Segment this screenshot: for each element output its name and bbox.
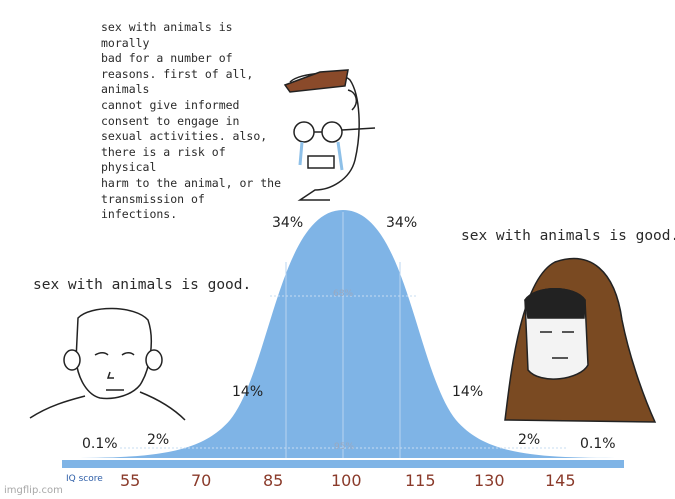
watermark: imgflip.com bbox=[4, 485, 63, 496]
pct-14-left: 14% bbox=[232, 384, 264, 400]
pct-14-right: 14% bbox=[452, 384, 484, 400]
tick-label: 70 bbox=[191, 471, 212, 490]
axis-title: IQ score bbox=[66, 474, 103, 484]
pct-34-right: 34% bbox=[386, 215, 418, 231]
pct-2-right: 2% bbox=[518, 432, 541, 448]
hooded-wojak-face bbox=[504, 257, 657, 423]
pct-68: 68% bbox=[333, 289, 354, 299]
sd-lines bbox=[285, 212, 401, 458]
axis-bar bbox=[62, 460, 624, 468]
caption-left-simple: sex with animals is good. bbox=[33, 277, 252, 293]
pct-34-left: 34% bbox=[272, 215, 304, 231]
tick-label: 145 bbox=[545, 471, 576, 490]
tick-label: 100 bbox=[331, 471, 362, 490]
tick-label: 130 bbox=[474, 471, 505, 490]
simple-wojak-face bbox=[29, 307, 186, 421]
pct-2-left: 2% bbox=[147, 432, 170, 448]
tick-label: 55 bbox=[120, 471, 141, 490]
pct-95: 95% bbox=[334, 442, 355, 452]
tick-label: 115 bbox=[405, 471, 436, 490]
tick-label: 85 bbox=[263, 471, 284, 490]
caption-right-hooded: sex with animals is good. bbox=[461, 228, 675, 244]
pct-01-right: 0.1% bbox=[580, 436, 616, 452]
range-lines bbox=[120, 295, 566, 449]
caption-top-nerd: sex with animals is morally bad for a nu… bbox=[101, 20, 282, 222]
pct-01-left: 0.1% bbox=[82, 436, 118, 452]
nerd-wojak-face bbox=[283, 69, 376, 201]
